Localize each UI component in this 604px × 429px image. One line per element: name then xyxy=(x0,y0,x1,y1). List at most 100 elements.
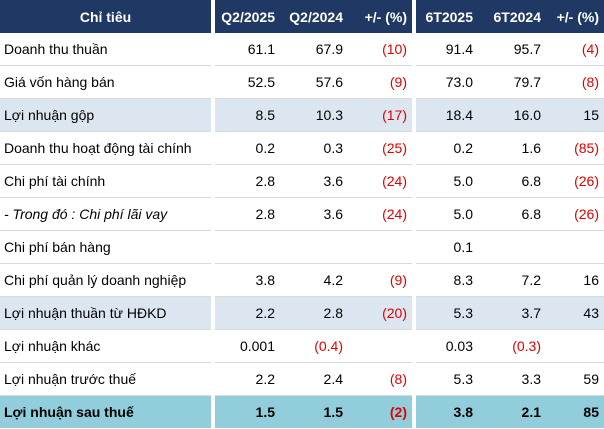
row-label: Giá vốn hàng bán xyxy=(0,65,215,99)
header-cell: Chỉ tiêu xyxy=(0,0,215,33)
value-cell xyxy=(546,230,604,264)
value-cell: (8) xyxy=(546,65,604,99)
table-row: Lợi nhuận gộp 8.5 10.3 (17) 18.4 16.0 15 xyxy=(0,98,604,132)
value-cell: 43 xyxy=(546,296,604,330)
value-cell: 2.8 xyxy=(213,197,280,231)
row-label: Chi phí quản lý doanh nghiệp xyxy=(0,263,215,297)
row-label: Lợi nhuận sau thuế xyxy=(0,395,215,428)
value-cell: 16.0 xyxy=(478,98,546,132)
value-cell: 79.7 xyxy=(478,65,546,99)
header-cell: 6T2025 xyxy=(414,0,478,33)
value-cell: 3.3 xyxy=(478,362,546,396)
value-cell xyxy=(280,230,348,264)
row-label: - Trong đó : Chi phí lãi vay xyxy=(0,197,215,231)
row-label: Chi phí bán hàng xyxy=(0,230,215,264)
value-cell: 5.0 xyxy=(414,197,478,231)
value-cell: 8.3 xyxy=(414,263,478,297)
header-cell: Q2/2025 xyxy=(213,0,280,33)
value-cell: 57.6 xyxy=(280,65,348,99)
value-cell xyxy=(348,230,416,264)
value-cell xyxy=(348,329,416,363)
value-cell: 2.8 xyxy=(213,164,280,198)
value-cell: (2) xyxy=(348,395,416,428)
value-cell: (25) xyxy=(348,131,416,165)
header-cell: Q2/2024 xyxy=(280,0,348,33)
table-row: Doanh thu thuần 61.1 67.9 (10) 91.4 95.7 (4) xyxy=(0,33,604,66)
value-cell: (20) xyxy=(348,296,416,330)
value-cell: 5.0 xyxy=(414,164,478,198)
value-cell: (9) xyxy=(348,263,416,297)
value-cell: 59 xyxy=(546,362,604,396)
value-cell: 73.0 xyxy=(414,65,478,99)
table-row: Lợi nhuận trước thuế 2.2 2.4 (8) 5.3 3.3 59 xyxy=(0,362,604,396)
table-row: Chi phí bán hàng 0.1 xyxy=(0,230,604,264)
row-label: Lợi nhuận trước thuế xyxy=(0,362,215,396)
value-cell: 3.6 xyxy=(280,197,348,231)
value-cell: (10) xyxy=(348,33,416,66)
value-cell: 8.5 xyxy=(213,98,280,132)
row-label: Chi phí tài chính xyxy=(0,164,215,198)
value-cell: 95.7 xyxy=(478,33,546,66)
value-cell: 61.1 xyxy=(213,33,280,66)
table-row: Chi phí quản lý doanh nghiệp 3.8 4.2 (9) 8.3… xyxy=(0,263,604,297)
value-cell: (0.3) xyxy=(478,329,546,363)
row-label: Lợi nhuận thuần từ HĐKD xyxy=(0,296,215,330)
value-cell: (9) xyxy=(348,65,416,99)
value-cell: 1.5 xyxy=(280,395,348,428)
value-cell: 4.2 xyxy=(280,263,348,297)
value-cell: 3.6 xyxy=(280,164,348,198)
row-label: Lợi nhuận khác xyxy=(0,329,215,363)
value-cell: 7.2 xyxy=(478,263,546,297)
row-label: Lợi nhuận gộp xyxy=(0,98,215,132)
value-cell: 67.9 xyxy=(280,33,348,66)
value-cell: 0.1 xyxy=(414,230,478,264)
value-cell: (17) xyxy=(348,98,416,132)
value-cell: (24) xyxy=(348,164,416,198)
value-cell: 0.3 xyxy=(280,131,348,165)
table-row: Lợi nhuận sau thuế 1.5 1.5 (2) 3.8 2.1 85 xyxy=(0,395,604,428)
value-cell: 3.8 xyxy=(414,395,478,428)
table-row: Lợi nhuận khác 0.001 (0.4) 0.03 (0.3) xyxy=(0,329,604,363)
value-cell: (8) xyxy=(348,362,416,396)
value-cell: 2.1 xyxy=(478,395,546,428)
table-body: Doanh thu thuần 61.1 67.9 (10) 91.4 95.7 (4) Gi… xyxy=(0,33,604,428)
value-cell: 15 xyxy=(546,98,604,132)
value-cell: 3.8 xyxy=(213,263,280,297)
value-cell: 91.4 xyxy=(414,33,478,66)
value-cell: 18.4 xyxy=(414,98,478,132)
table-row: Giá vốn hàng bán 52.5 57.6 (9) 73.0 79.7 (8) xyxy=(0,65,604,99)
value-cell: 0.03 xyxy=(414,329,478,363)
value-cell: 16 xyxy=(546,263,604,297)
value-cell: (0.4) xyxy=(280,329,348,363)
value-cell xyxy=(478,230,546,264)
value-cell: (26) xyxy=(546,164,604,198)
value-cell: 0.2 xyxy=(414,131,478,165)
row-label: Doanh thu hoạt động tài chính xyxy=(0,131,215,165)
table-row: Chi phí tài chính 2.8 3.6 (24) 5.0 6.8 (26) xyxy=(0,164,604,198)
value-cell xyxy=(546,329,604,363)
table-row: Lợi nhuận thuần từ HĐKD 2.2 2.8 (20) 5.3 3.7 4… xyxy=(0,296,604,330)
table-row: Doanh thu hoạt động tài chính 0.2 0.3 (25) 0… xyxy=(0,131,604,165)
value-cell: 5.3 xyxy=(414,362,478,396)
value-cell: 0.001 xyxy=(213,329,280,363)
value-cell: 2.4 xyxy=(280,362,348,396)
value-cell xyxy=(213,230,280,264)
value-cell: 2.8 xyxy=(280,296,348,330)
header-cell: 6T2024 xyxy=(478,0,546,33)
value-cell: 0.2 xyxy=(213,131,280,165)
table-row: - Trong đó : Chi phí lãi vay 2.8 3.6 (24) 5.… xyxy=(0,197,604,231)
value-cell: (4) xyxy=(546,33,604,66)
value-cell: 1.6 xyxy=(478,131,546,165)
value-cell: 52.5 xyxy=(213,65,280,99)
row-label: Doanh thu thuần xyxy=(0,33,215,66)
value-cell: 85 xyxy=(546,395,604,428)
value-cell: 1.5 xyxy=(213,395,280,428)
header-cell: +/- (%) xyxy=(546,0,604,33)
value-cell: 6.8 xyxy=(478,197,546,231)
value-cell: (85) xyxy=(546,131,604,165)
value-cell: 6.8 xyxy=(478,164,546,198)
header-cell: +/- (%) xyxy=(348,0,416,33)
value-cell: 2.2 xyxy=(213,296,280,330)
value-cell: 10.3 xyxy=(280,98,348,132)
